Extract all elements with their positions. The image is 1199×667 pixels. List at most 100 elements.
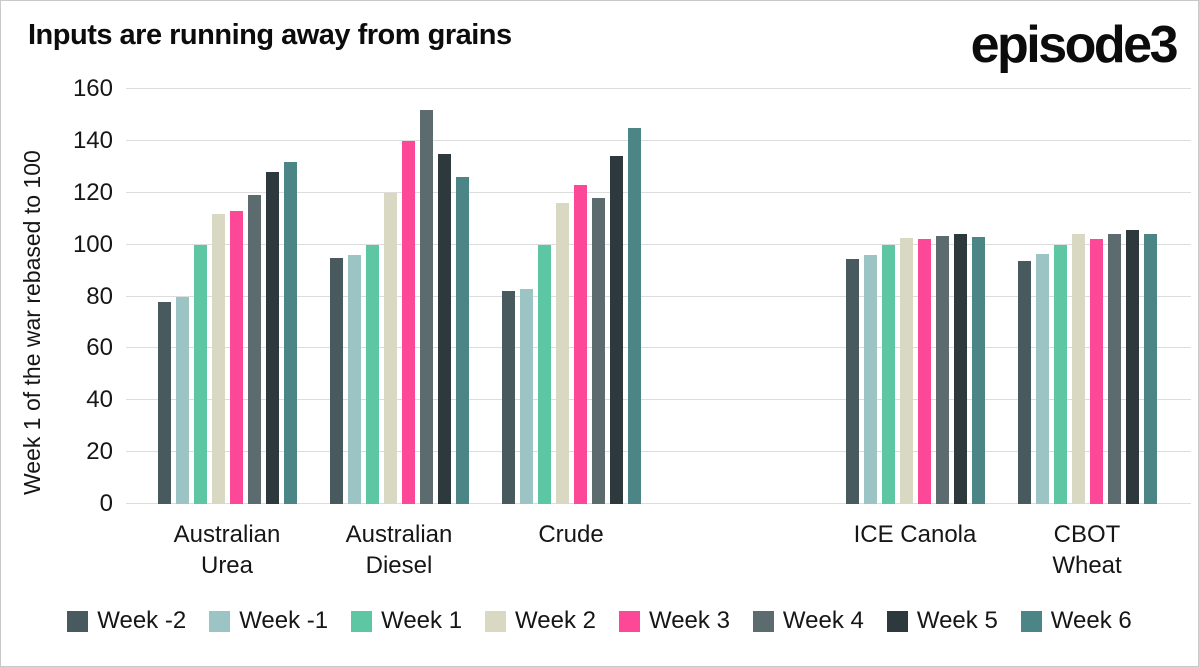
legend-swatch-Week -1 [209,610,231,632]
bar-Week -1-Crude [519,288,533,504]
x-axis-label-line: Urea [200,552,254,579]
legend-item-Week 3: Week 3 [618,607,730,635]
bar-Week -2-Australian Urea [157,301,171,504]
bar-group-Crude [485,89,657,504]
chart-title: Inputs are running away from grains [28,19,512,51]
x-axis-label-Australian Urea: Australian Urea [141,519,313,581]
bar-Week 6-Australian Urea [283,161,297,504]
legend-item-Week 4: Week 4 [752,607,864,635]
bar-Week 3-ICE Canola [917,239,931,504]
bar-Week 3-Crude [573,184,587,504]
gridline-20 [126,451,1191,453]
bar-Week 1-ICE Canola [881,244,895,504]
y-tick-label-140: 140 [72,126,113,154]
bar-group-ICE Canola [829,89,1001,504]
y-axis-ticks: 0 20 40 60 80 100 120 140 160 [1,77,113,516]
gridline-100 [126,243,1191,245]
gridline-0 [126,503,1191,504]
bar-Week 3-Australian Diesel [401,140,415,504]
bar-Week 5-CBOT Wheat [1125,230,1139,504]
bar-Week 5-ICE Canola [953,234,967,504]
legend-label: Week 6 [1050,607,1132,634]
x-axis-label-Crude: Crude [485,519,657,581]
y-tick-label-120: 120 [72,178,113,206]
x-axis-label-line: Australian [173,521,281,548]
y-tick-label-0: 0 [99,490,113,517]
bar-Week 1-CBOT Wheat [1053,244,1067,504]
bar-Week 5-Crude [609,156,623,504]
bar-group-spacer [657,89,829,504]
legend: Week -2 Week -1 Week 1 Week 2 Week 3 Week 4 We… [1,607,1198,635]
bar-Week -2-ICE Canola [845,258,859,504]
x-axis-label-spacer [657,519,829,581]
legend-swatch-Week 3 [618,610,640,632]
gridline-80 [126,295,1191,297]
bar-Week 6-Crude [627,127,641,504]
bar-Week -2-Crude [501,291,515,504]
legend-swatch-Week 5 [886,610,908,632]
bar-Week 1-Australian Urea [193,244,207,504]
y-tick-label-100: 100 [72,230,113,258]
bar-group-Australian Urea [141,89,313,504]
bar-Week 2-Australian Diesel [383,192,397,504]
legend-label: Week -1 [239,607,329,634]
bar-Week 1-Australian Diesel [365,244,379,504]
bar-Week 4-Australian Urea [247,195,261,504]
y-tick-label-80: 80 [86,282,113,310]
legend-swatch-Week 6 [1020,610,1042,632]
legend-item-Week -2: Week -2 [67,607,186,635]
bar-Week 2-Australian Urea [211,213,225,504]
bar-Week -1-ICE Canola [863,255,877,504]
x-axis-label-ICE Canola: ICE Canola [829,519,1001,581]
bar-Week 4-CBOT Wheat [1107,234,1121,504]
bar-Week 2-CBOT Wheat [1071,234,1085,504]
y-tick-label-40: 40 [86,386,113,414]
gridline-160 [126,88,1191,89]
legend-item-Week 5: Week 5 [886,607,998,635]
bar-Week 6-ICE Canola [971,236,985,504]
bar-Week 4-ICE Canola [935,235,949,504]
bar-Week 3-Australian Urea [229,210,243,504]
bar-Week -2-Australian Diesel [329,257,343,504]
gridline-140 [126,139,1191,141]
legend-swatch-Week 2 [485,610,507,632]
x-axis-label-Australian Diesel: Australian Diesel [313,519,485,581]
gridline-40 [126,399,1191,401]
bar-Week -2-CBOT Wheat [1017,261,1031,504]
bar-Week -1-CBOT Wheat [1035,253,1049,504]
episode3-logo: episode3 [970,16,1179,74]
gridline-60 [126,347,1191,349]
y-tick-label-160: 160 [72,75,113,102]
gridline-120 [126,191,1191,193]
bar-groups [141,89,1173,504]
legend-swatch-Week 4 [752,610,774,632]
x-axis-label-line: Crude [538,521,604,548]
legend-item-Week 6: Week 6 [1020,607,1132,635]
legend-item-Week -1: Week -1 [209,607,328,635]
bar-Week 4-Crude [591,197,605,504]
x-axis-label-line: CBOT [1053,521,1121,548]
bar-Week 5-Australian Diesel [437,153,451,504]
legend-label: Week 3 [648,607,730,634]
x-axis-label-line: Australian [345,521,453,548]
bar-group-CBOT Wheat [1001,89,1173,504]
x-axis-label-line: Wheat [1052,552,1122,579]
legend-item-Week 2: Week 2 [485,607,596,635]
bar-Week 5-Australian Urea [265,172,279,504]
x-axis-label-line: Diesel [365,552,433,579]
bar-group-Australian Diesel [313,89,485,504]
y-tick-label-20: 20 [86,438,113,466]
bar-Week 2-Crude [555,203,569,504]
legend-label: Week 4 [782,607,864,634]
bar-Week 3-CBOT Wheat [1089,239,1103,504]
bar-Week 6-Australian Diesel [455,177,469,504]
bar-Week 1-Crude [537,244,551,504]
x-axis-labels: Australian Urea Australian Diesel Crude ICE C… [141,519,1173,581]
bar-Week 4-Australian Diesel [419,109,433,504]
legend-label: Week 2 [515,607,596,634]
legend-label: Week 1 [381,607,463,634]
bar-Week 6-CBOT Wheat [1143,234,1157,504]
x-axis-label-CBOT Wheat: CBOT Wheat [1001,519,1173,581]
legend-swatch-Week 1 [351,610,373,632]
